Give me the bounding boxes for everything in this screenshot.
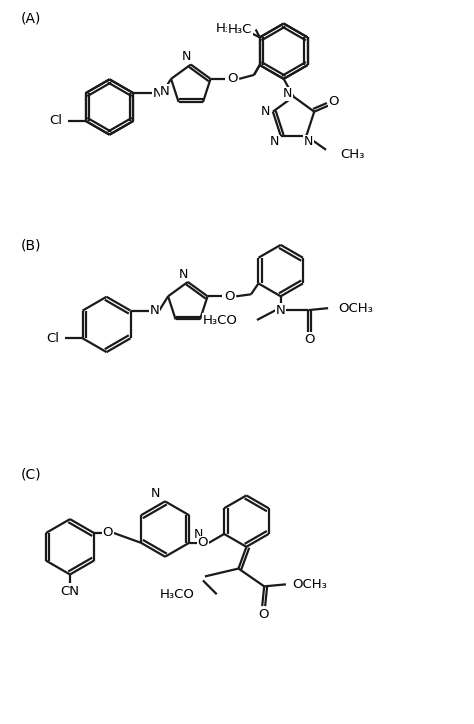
Text: N: N xyxy=(178,268,188,280)
Text: O: O xyxy=(224,290,235,303)
Text: (B): (B) xyxy=(20,238,41,253)
Text: O: O xyxy=(304,333,315,346)
Text: H₃CO: H₃CO xyxy=(202,313,237,327)
Text: N: N xyxy=(160,85,170,98)
Text: N: N xyxy=(149,304,159,317)
Text: N: N xyxy=(270,135,280,148)
Text: H₃CO: H₃CO xyxy=(160,588,195,601)
Text: CH₃: CH₃ xyxy=(340,148,365,161)
Text: O: O xyxy=(329,96,339,109)
Text: N: N xyxy=(276,303,285,316)
Text: H₃C: H₃C xyxy=(216,22,240,35)
Text: Cl: Cl xyxy=(49,114,62,127)
Text: OCH₃: OCH₃ xyxy=(338,302,373,315)
Text: Cl: Cl xyxy=(46,332,59,345)
Text: OCH₃: OCH₃ xyxy=(292,578,327,591)
Text: N: N xyxy=(304,135,313,148)
Text: N: N xyxy=(283,87,292,100)
Text: O: O xyxy=(198,536,208,550)
Text: O: O xyxy=(102,526,113,539)
Text: N: N xyxy=(182,50,191,63)
Text: O: O xyxy=(258,607,268,620)
Text: (C): (C) xyxy=(20,468,41,481)
Text: N: N xyxy=(194,529,203,542)
Text: N: N xyxy=(152,87,162,100)
Text: O: O xyxy=(227,72,237,85)
Text: N: N xyxy=(151,487,160,500)
Text: CN: CN xyxy=(61,585,80,598)
Text: (A): (A) xyxy=(20,11,41,25)
Text: H₃C: H₃C xyxy=(228,23,252,36)
Text: N: N xyxy=(260,105,270,118)
